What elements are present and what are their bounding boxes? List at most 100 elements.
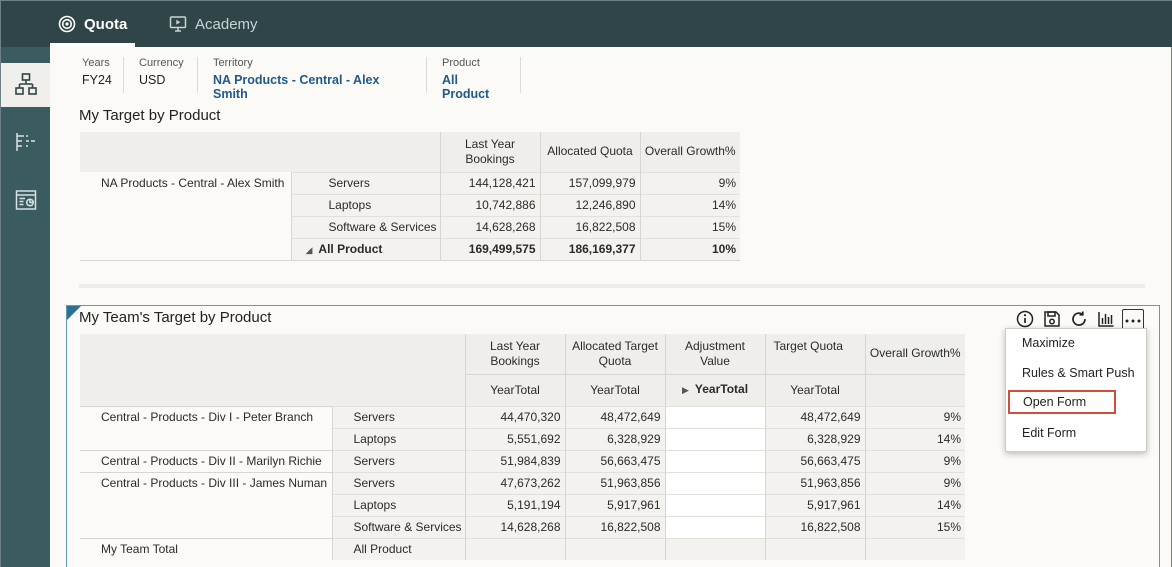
cell[interactable] <box>764 537 865 560</box>
info-button[interactable] <box>1014 309 1036 331</box>
cell[interactable] <box>664 537 765 560</box>
adjustment-input-cell[interactable] <box>664 405 765 428</box>
left-rail <box>1 47 50 567</box>
chart-button[interactable] <box>1095 309 1117 331</box>
rail-item-outline[interactable] <box>1 121 50 165</box>
expand-icon[interactable]: ▶ <box>681 385 689 395</box>
cell[interactable]: 51,963,856 <box>764 471 865 494</box>
panel-focus-marker <box>67 306 81 320</box>
adjustment-input-cell[interactable] <box>664 515 765 538</box>
cell[interactable]: 48,472,649 <box>564 405 665 428</box>
cell[interactable]: 5,191,194 <box>464 493 565 516</box>
row-member: Central - Products - Div II - Marilyn Ri… <box>80 449 332 472</box>
table-row: Software & Services 14,628,268 16,822,50… <box>80 515 965 538</box>
cell[interactable]: 15% <box>639 215 740 238</box>
col-header: Last Year Bookings <box>439 132 540 172</box>
target-by-product-title: My Target by Product <box>79 107 221 124</box>
cell[interactable]: 144,128,421 <box>439 171 540 194</box>
cell[interactable] <box>464 537 565 560</box>
cell[interactable]: 5,917,961 <box>764 493 865 516</box>
cell[interactable]: 169,499,575 <box>439 237 540 260</box>
cell[interactable]: 56,663,475 <box>764 449 865 472</box>
refresh-button[interactable] <box>1068 309 1090 331</box>
col-subheader: YearTotal <box>764 373 865 406</box>
col-subheader-empty <box>864 373 965 406</box>
cell[interactable]: 14,628,268 <box>439 215 540 238</box>
table-row: ◢ All Product 169,499,575 186,169,377 10% <box>80 237 740 260</box>
col-subheader: YearTotal <box>564 373 665 406</box>
cell[interactable]: 14,628,268 <box>464 515 565 538</box>
more-actions-button[interactable] <box>1122 309 1144 331</box>
row-product-total[interactable]: ◢ All Product <box>290 237 440 260</box>
cell[interactable]: 47,673,262 <box>464 471 565 494</box>
cell[interactable]: 5,917,961 <box>564 493 665 516</box>
collapse-icon[interactable]: ◢ <box>305 245 313 255</box>
cell[interactable]: 14% <box>864 493 965 516</box>
row-product: Software & Services <box>331 515 465 538</box>
table-row: Central - Products - Div III - James Num… <box>80 471 965 494</box>
grid-subheader-row: YearTotal YearTotal ▶ YearTotal YearTotal <box>80 373 965 406</box>
cell[interactable]: 51,984,839 <box>464 449 565 472</box>
cell[interactable]: 6,328,929 <box>764 427 865 450</box>
pov-territory[interactable]: Territory NA Products - Central - Alex S… <box>199 57 427 101</box>
cell[interactable]: 16,822,508 <box>539 215 640 238</box>
cell[interactable]: 186,169,377 <box>539 237 640 260</box>
menu-item-edit-form[interactable]: Edit Form <box>1022 426 1077 440</box>
pov-territory-value[interactable]: NA Products - Central - Alex Smith <box>213 73 380 101</box>
save-button[interactable] <box>1041 309 1063 331</box>
cell[interactable]: 10% <box>639 237 740 260</box>
more-actions-menu: Maximize Rules & Smart Push Open Form Ed… <box>1005 328 1147 452</box>
row-member <box>80 216 291 238</box>
col-subheader-expand[interactable]: ▶ YearTotal <box>664 373 765 406</box>
cell[interactable]: 16,822,508 <box>564 515 665 538</box>
row-product: All Product <box>331 537 465 560</box>
col-header: Allocated Target Quota <box>564 334 665 374</box>
cell[interactable]: 6,328,929 <box>564 427 665 450</box>
menu-item-maximize[interactable]: Maximize <box>1022 336 1075 350</box>
adjustment-input-cell[interactable] <box>664 471 765 494</box>
col-header: Allocated Quota <box>539 132 640 172</box>
cell[interactable] <box>564 537 665 560</box>
team-target-panel <box>66 305 1160 567</box>
cell[interactable]: 44,470,320 <box>464 405 565 428</box>
pov-years-label: Years <box>82 57 110 69</box>
adjustment-input-cell[interactable] <box>664 493 765 516</box>
cell[interactable]: 16,822,508 <box>764 515 865 538</box>
row-product: Laptops <box>290 193 440 216</box>
grid-header-row: Last Year Bookings Allocated Target Quot… <box>80 334 965 406</box>
cell[interactable]: 48,472,649 <box>764 405 865 428</box>
row-product: Servers <box>331 471 465 494</box>
pov-years[interactable]: Years FY24 <box>68 57 124 93</box>
cell[interactable]: 9% <box>639 171 740 194</box>
menu-item-open-form[interactable]: Open Form <box>1008 390 1116 414</box>
row-product: Servers <box>331 405 465 428</box>
rail-item-report[interactable] <box>1 179 50 223</box>
pov-product-value[interactable]: All Product <box>442 73 490 101</box>
menu-item-rules-smart-push[interactable]: Rules & Smart Push <box>1022 366 1135 380</box>
rail-item-hierarchy[interactable] <box>1 63 50 107</box>
cell[interactable]: 12,246,890 <box>539 193 640 216</box>
pov-product[interactable]: Product All Product <box>428 57 521 101</box>
adjustment-input-cell[interactable] <box>664 427 765 450</box>
outline-list-icon <box>14 130 38 157</box>
cell[interactable]: 56,663,475 <box>564 449 665 472</box>
tab-quota[interactable]: Quota <box>49 1 136 47</box>
pov-currency[interactable]: Currency USD <box>125 57 198 93</box>
cell[interactable]: 14% <box>864 427 965 450</box>
cell[interactable]: 14% <box>639 193 740 216</box>
col-header: Overall Growth% <box>639 132 740 172</box>
adjustment-input-cell[interactable] <box>664 449 765 472</box>
cell[interactable] <box>864 537 965 560</box>
cell[interactable]: 10,742,886 <box>439 193 540 216</box>
cell[interactable]: 157,099,979 <box>539 171 640 194</box>
tab-academy[interactable]: Academy <box>169 1 258 47</box>
cell[interactable]: 5,551,692 <box>464 427 565 450</box>
cell[interactable]: 9% <box>864 405 965 428</box>
table-row: Laptops 10,742,886 12,246,890 14% <box>80 193 740 216</box>
row-product-label: All Product <box>318 242 383 256</box>
cell[interactable]: 51,963,856 <box>564 471 665 494</box>
table-row: Central - Products - Div II - Marilyn Ri… <box>80 449 965 472</box>
cell[interactable]: 9% <box>864 449 965 472</box>
cell[interactable]: 9% <box>864 471 965 494</box>
cell[interactable]: 15% <box>864 515 965 538</box>
